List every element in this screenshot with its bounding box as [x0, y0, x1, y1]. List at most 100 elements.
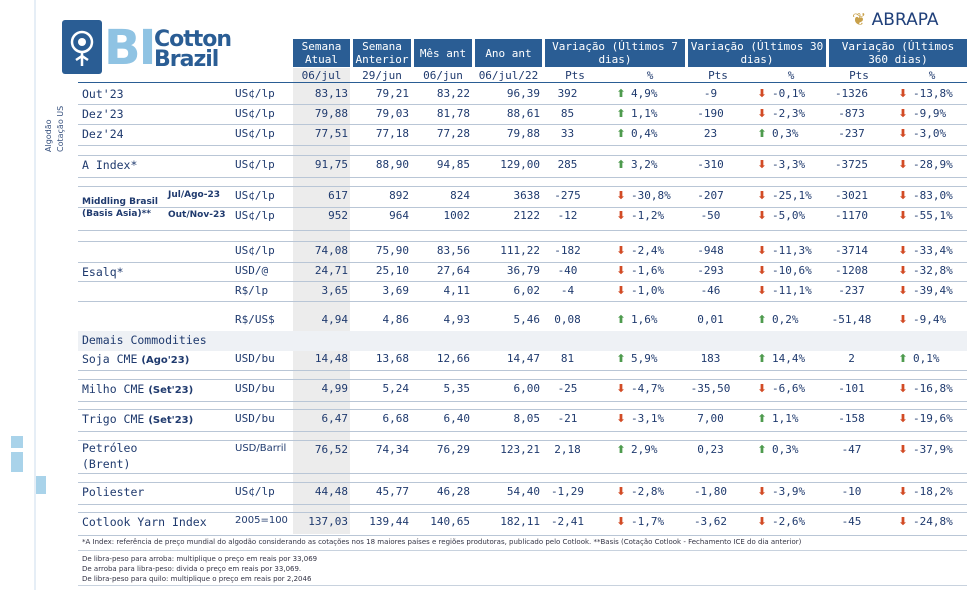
row-percent-value: -33,4%: [913, 244, 953, 257]
row-unit: R$/US$: [235, 313, 275, 326]
row-points-change: -4: [560, 284, 575, 297]
row-unit: US¢/lp: [235, 244, 275, 257]
row-percent-value: -3,9%: [772, 485, 806, 498]
row-percent-change: ⬆ 0,3%: [756, 443, 799, 456]
row-value: 1002: [443, 209, 471, 222]
row-percent-value: 1,1%: [772, 412, 799, 425]
row-divider: [78, 241, 967, 263]
row-value: 129,00: [500, 158, 540, 171]
row-percent-value: -55,1%: [913, 209, 953, 222]
row-value: 14,48: [314, 352, 348, 365]
arrow-down-icon: ⬇: [757, 382, 767, 395]
row-value: 83,56: [436, 244, 470, 257]
row-value: 94,85: [436, 158, 470, 171]
row-value: 79,21: [375, 87, 409, 100]
row-label: Dez'23: [82, 107, 124, 121]
row-unit: R$/lp: [235, 284, 269, 297]
row-points-change: 392: [557, 87, 578, 100]
row-value: 8,05: [513, 412, 541, 425]
row-points-change: -310: [697, 158, 724, 171]
row-percent-change: ⬇ -3,1%: [615, 412, 664, 425]
row-points-change: -46: [700, 284, 721, 297]
sidebar-edge: [34, 0, 36, 590]
row-unit: USD/Barril: [235, 443, 287, 454]
arrow-up-icon: ⬆: [616, 352, 626, 365]
arrow-down-icon: ⬇: [757, 107, 767, 120]
arrow-down-icon: ⬇: [757, 87, 767, 100]
row-divider: [78, 440, 967, 474]
row-percent-change: ⬆ 5,9%: [615, 352, 657, 365]
row-points-change: -1208: [834, 264, 869, 277]
row-value: 5,24: [382, 382, 410, 395]
row-points-change: 7,00: [697, 412, 724, 425]
footnote-conv3: De libra-peso para quilo: multiplique o …: [82, 575, 312, 583]
row-percent-value: -2,8%: [631, 485, 665, 498]
row-value: 77,51: [314, 127, 348, 140]
row-label-text: Poliester: [82, 485, 145, 499]
row-percent-value: 0,2%: [772, 313, 799, 326]
row-value: 4,86: [382, 313, 410, 326]
row-percent-change: ⬇ -13,8%: [897, 87, 952, 100]
subheader-date2: 29/jun: [362, 69, 402, 82]
row-percent-value: -4,7%: [631, 382, 665, 395]
footnote-conv1: De libra-peso para arroba: multiplique o…: [82, 555, 318, 563]
row-points-change: -237: [838, 284, 865, 297]
row-value: 46,28: [436, 485, 470, 498]
arrow-down-icon: ⬇: [616, 244, 626, 257]
row-percent-change: ⬇ -9,9%: [897, 107, 946, 120]
row-percent-change: ⬇ -1,2%: [615, 209, 664, 222]
row-percent-change: ⬇ -1,0%: [615, 284, 664, 297]
row-percent-change: ⬆ 3,2%: [615, 158, 658, 171]
row-percent-value: -11,1%: [772, 284, 812, 297]
row-points-change: -3021: [834, 189, 869, 202]
row-value: 892: [389, 189, 409, 202]
row-percent-value: 3,2%: [631, 158, 658, 171]
side-label-line1: Algodão: [44, 119, 53, 152]
row-label-line1: Petróleo: [82, 441, 138, 455]
arrow-down-icon: ⬇: [616, 515, 626, 528]
row-points-change: -3,62: [693, 515, 728, 528]
abrapa-emblem-icon: ❦: [852, 10, 867, 30]
middling-line2: (Basis Asia)**: [82, 209, 151, 219]
row-percent-change: ⬇ -3,9%: [756, 485, 805, 498]
row-percent-value: 0,3%: [772, 443, 799, 456]
arrow-down-icon: ⬇: [757, 189, 767, 202]
row-value: 91,75: [314, 158, 348, 171]
row-percent-value: -5,0%: [772, 209, 806, 222]
row-percent-change: ⬆ 1,1%: [615, 107, 657, 120]
row-divider: [78, 104, 967, 125]
row-points-change: -50: [700, 209, 721, 222]
arrow-down-icon: ⬇: [898, 209, 908, 222]
arrow-up-icon: ⬆: [757, 313, 767, 326]
arrow-up-icon: ⬆: [616, 107, 626, 120]
row-value: 952: [328, 209, 348, 222]
row-divider: [78, 281, 967, 302]
arrow-down-icon: ⬇: [757, 244, 767, 257]
row-percent-value: -83,0%: [913, 189, 953, 202]
row-value: 36,79: [506, 264, 540, 277]
row-points-change: -35,50: [690, 382, 731, 395]
row-percent-change: ⬇ -10,6%: [756, 264, 811, 277]
row-label: Cotlook Yarn Index: [82, 515, 207, 529]
row-percent-change: ⬆ 1,1%: [756, 412, 799, 425]
row-value: 96,39: [506, 87, 540, 100]
row-value: 76,29: [436, 443, 470, 456]
row-points-change: 85: [560, 107, 575, 120]
row-divider: [78, 206, 967, 231]
row-points-change: -207: [697, 189, 724, 202]
row-points-change: -293: [697, 264, 724, 277]
arrow-down-icon: ⬇: [616, 189, 626, 202]
row-points-change: 2,18: [554, 443, 581, 456]
row-percent-change: ⬇ -3,3%: [756, 158, 805, 171]
header-var360: Variação (Últimos 360 dias): [829, 39, 967, 67]
arrow-down-icon: ⬇: [898, 412, 908, 425]
row-label-text: Soja CME: [82, 352, 138, 366]
row-contract-label: Jul/Ago-23: [168, 190, 220, 200]
row-percent-change: ⬇ -2,8%: [615, 485, 664, 498]
row-value: 617: [328, 189, 348, 202]
row-percent-value: -9,9%: [913, 107, 947, 120]
row-percent-change: ⬇ -2,3%: [756, 107, 805, 120]
logo-text: Cotton Brazil: [154, 29, 232, 71]
row-value: 88,61: [506, 107, 540, 120]
subheader-pts30: Pts: [708, 69, 728, 82]
